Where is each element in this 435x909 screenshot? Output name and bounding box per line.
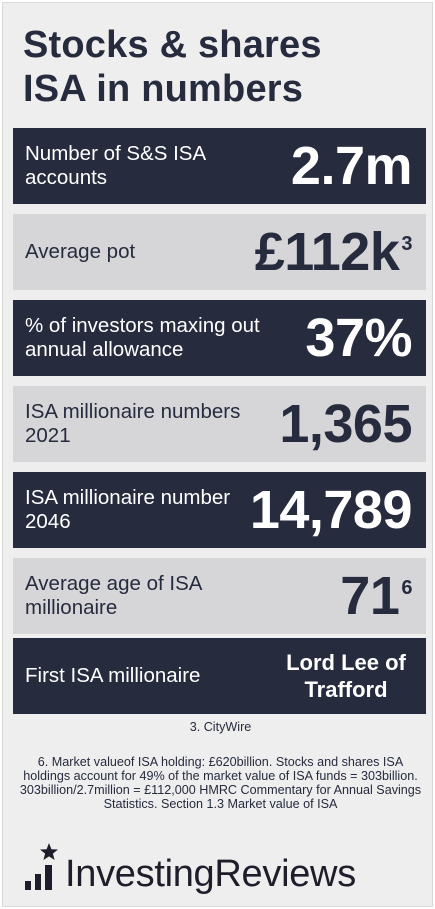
footnote-6: 6. Market valueof ISA holding: £620billi… bbox=[19, 755, 422, 811]
stat-label: First ISA millionaire bbox=[25, 664, 201, 687]
stat-label: ISA millionaire numbers 2021 bbox=[25, 400, 241, 447]
stat-value: £112k 3 bbox=[254, 222, 413, 282]
brand-logo: InvestingReviews bbox=[23, 843, 423, 898]
title-line-2: ISA in numbers bbox=[23, 68, 304, 110]
stat-row-millionaires-2046: ISA millionaire number 2046 14,789 bbox=[13, 472, 426, 548]
stat-row-average-pot: Average pot £112k 3 bbox=[13, 214, 426, 290]
stat-row-maxing-allowance: % of investors maxing out annual allowan… bbox=[13, 300, 426, 376]
stat-value: 2.7m bbox=[290, 136, 413, 196]
stat-value: 1,365 bbox=[279, 394, 412, 454]
stat-label: % of investors maxing out annual allowan… bbox=[25, 314, 260, 361]
footnote-ref: 6 bbox=[401, 577, 412, 599]
stat-row-accounts: Number of S&S ISA accounts 2.7m bbox=[13, 128, 426, 204]
stat-label: Number of S&S ISA accounts bbox=[25, 142, 206, 189]
footnote-3: 3. CityWire bbox=[189, 720, 252, 734]
infographic-title: Stocks & shares ISA in numbers bbox=[23, 23, 418, 111]
footnote-ref: 3 bbox=[401, 233, 412, 255]
stat-label: ISA millionaire number 2046 bbox=[25, 486, 231, 533]
stat-value: 14,789 bbox=[249, 480, 413, 540]
brand-wordmark: InvestingReviews bbox=[65, 853, 356, 895]
stat-value: 37% bbox=[305, 308, 412, 368]
stat-row-millionaires-2021: ISA millionaire numbers 2021 1,365 bbox=[13, 386, 426, 462]
stat-row-average-age: Average age of ISA millionaire 71 6 bbox=[13, 558, 426, 634]
stat-label: Average pot bbox=[25, 240, 136, 263]
stat-value: 71 6 bbox=[340, 566, 412, 626]
stat-row-first-millionaire: First ISA millionaire Lord Lee of Traffo… bbox=[13, 638, 426, 714]
stat-value: Lord Lee of Trafford bbox=[286, 650, 406, 702]
stat-label: Average age of ISA millionaire bbox=[25, 572, 202, 619]
title-line-1: Stocks & shares bbox=[23, 24, 322, 66]
bar-chart-star-icon bbox=[25, 843, 58, 890]
